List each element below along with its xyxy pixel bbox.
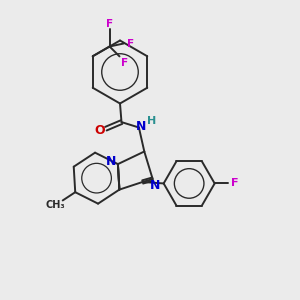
Text: F: F (231, 178, 239, 188)
Text: F: F (106, 19, 113, 29)
Text: N: N (136, 120, 146, 133)
Text: N: N (150, 179, 160, 192)
Text: N: N (106, 155, 116, 168)
Text: H: H (147, 116, 156, 126)
Text: CH₃: CH₃ (46, 200, 65, 210)
Text: F: F (127, 38, 134, 49)
Text: O: O (94, 124, 105, 137)
Text: F: F (121, 58, 128, 68)
